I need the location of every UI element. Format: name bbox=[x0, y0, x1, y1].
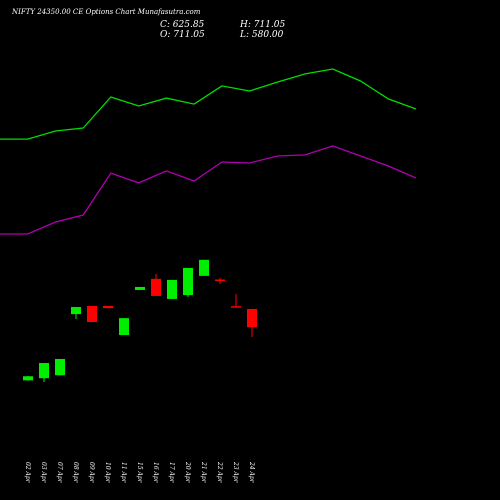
candle-body bbox=[23, 376, 33, 381]
x-tick-label: 17 Apr bbox=[168, 462, 175, 484]
open-label: O: 711.05 bbox=[160, 30, 205, 40]
candle-body bbox=[247, 308, 257, 328]
line-series bbox=[0, 145, 417, 235]
candle-body bbox=[119, 318, 129, 336]
x-tick-label: 24 Apr bbox=[248, 461, 255, 484]
candle-body bbox=[55, 358, 65, 376]
x-tick-label: 22 Apr bbox=[216, 461, 223, 484]
chart-title: NIFTY 24350.00 CE Options Chart Munafasu… bbox=[11, 8, 201, 16]
x-tick-label: 20 Apr bbox=[184, 461, 191, 484]
candle-body bbox=[39, 363, 49, 379]
candle-body bbox=[231, 306, 241, 308]
x-tick-label: 15 Apr bbox=[136, 462, 143, 484]
candle-body bbox=[135, 286, 145, 290]
x-tick-label: 08 Apr bbox=[72, 462, 79, 484]
candle-body bbox=[87, 305, 97, 323]
candle-body bbox=[151, 278, 161, 296]
x-tick-label: 23 Apr bbox=[232, 461, 239, 484]
x-tick-label: 16 Apr bbox=[152, 462, 159, 484]
high-label: H: 711.05 bbox=[239, 20, 286, 30]
candle-body bbox=[183, 267, 193, 296]
x-tick-label: 21 Apr bbox=[200, 461, 207, 484]
line-series bbox=[0, 68, 417, 140]
candle-body bbox=[215, 279, 225, 281]
close-label: C: 625.85 bbox=[160, 20, 205, 30]
x-tick-label: 02 Apr bbox=[24, 462, 31, 484]
x-tick-label: 10 Apr bbox=[104, 462, 111, 484]
x-tick-label: 11 Apr bbox=[120, 462, 127, 484]
x-tick-label: 03 Apr bbox=[40, 462, 47, 484]
candle-body bbox=[103, 305, 113, 309]
candle-body bbox=[71, 307, 81, 315]
x-tick-label: 07 Apr bbox=[56, 462, 63, 484]
low-label: L: 580.00 bbox=[239, 30, 284, 40]
candle-body bbox=[199, 259, 209, 276]
x-tick-label: 09 Apr bbox=[88, 462, 95, 484]
candle-body bbox=[167, 279, 177, 299]
